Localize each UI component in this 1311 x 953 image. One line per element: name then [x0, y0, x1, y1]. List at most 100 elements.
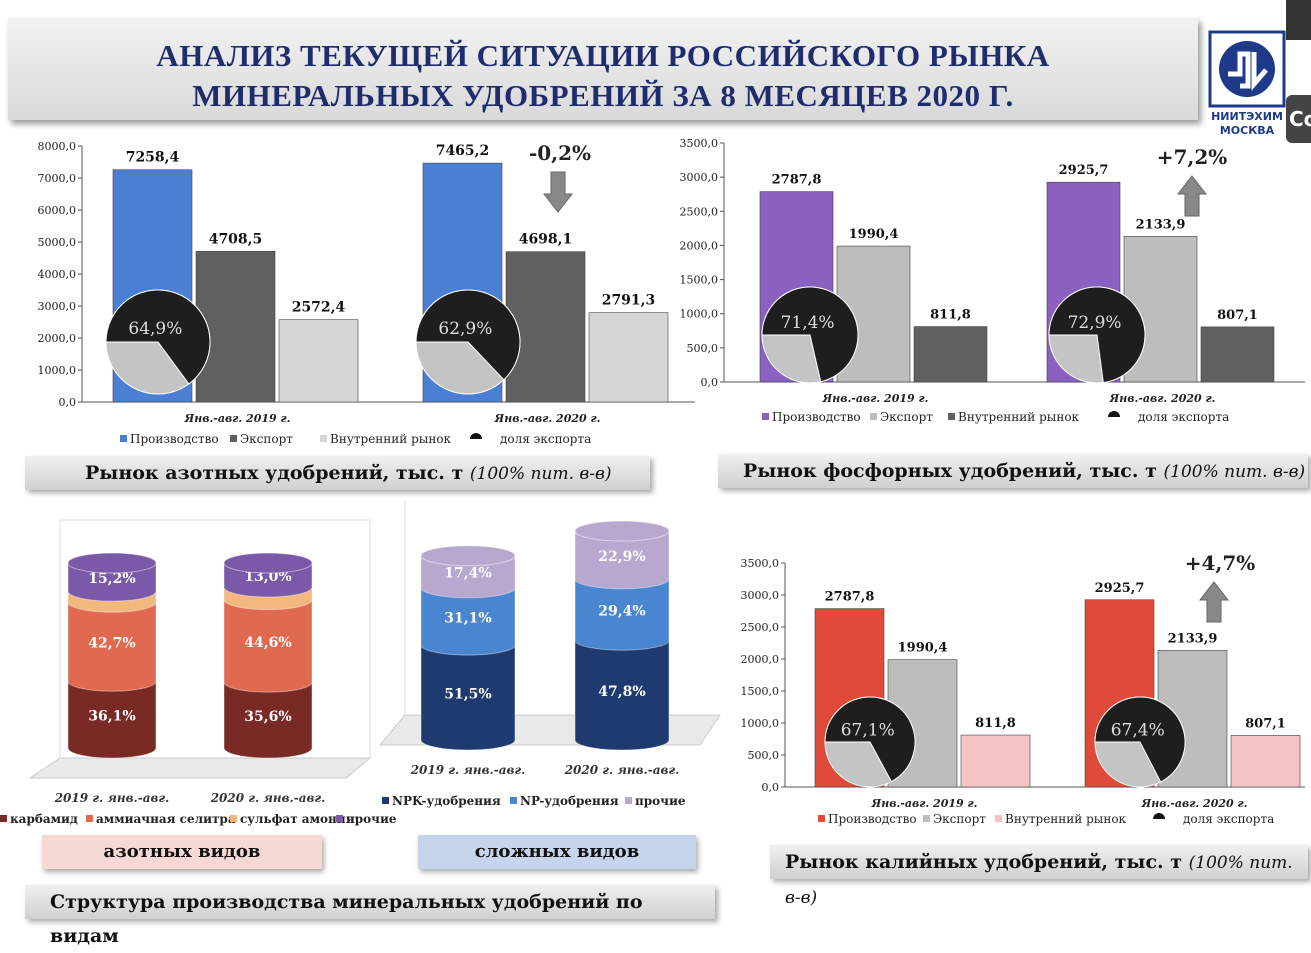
nitrogen-ytick-label: 1000,0 [38, 364, 77, 377]
complex-structure-segment-label: 22,9% [598, 549, 645, 565]
video-overlay-tab[interactable]: Co [1286, 95, 1311, 143]
nitrogen-ytick-label: 8000,0 [38, 140, 77, 153]
phosphate-0-pie-export [761, 286, 859, 383]
phosphate-ytick-label: 2500,0 [680, 205, 719, 218]
potash-ytick-label: 1500,0 [741, 685, 780, 698]
nitrogen-legend-label: Производство [130, 432, 219, 446]
phosphate-bar-label: 2133,9 [1136, 217, 1186, 232]
nitrogen-structure-legend-label: карбамид [10, 812, 78, 826]
potash-caption-text: Рынок калийных удобрений, тыс. т [785, 851, 1183, 873]
nitrogen-structure-segment [223, 681, 313, 759]
nitrogen-category-label: Янв.-авг. 2020 г. [494, 412, 601, 425]
nitrogen-structure-legend-swatch [336, 815, 343, 822]
phosphate-legend-label: Внутренний рынок [958, 410, 1080, 424]
complex-structure-segment-label: 31,1% [444, 610, 491, 626]
potash-ytick-label: 3000,0 [741, 589, 780, 602]
nitrogen-structure-chart-floor [28, 757, 372, 779]
phosphate-0-pie: 71,4% [761, 286, 859, 384]
logo-text-line2: МОСКВА [1219, 124, 1275, 137]
complex-structure-cylinder-top [574, 520, 670, 542]
nitrogen-legend-swatch [320, 435, 327, 442]
logo-emblem-icon [1208, 30, 1286, 108]
phosphate-legend-label: доля экспорта [1138, 410, 1229, 424]
nitrogen-structure-legend-label: прочие [346, 812, 397, 826]
nitrogen-bar-label: 2572,4 [292, 300, 346, 316]
phosphate-ytick-label: 3500,0 [680, 137, 719, 150]
nitrogen-ytick-label: 0,0 [59, 396, 77, 409]
nitrogen-structure-category-label: 2020 г. янв.-авг. [210, 791, 326, 805]
potash-change-label: +4,7% [1185, 551, 1256, 575]
complex-structure-legend-swatch [625, 797, 632, 804]
nitrogen-1-pie: 62,9% [415, 289, 521, 395]
nitrogen-legend-label: доля экспорта [500, 432, 591, 446]
logo-text-line1: НИИТЭХИМ [1211, 110, 1283, 123]
phosphate-bar-label: 811,8 [930, 308, 971, 323]
phosphate-legend-swatch [870, 413, 877, 420]
phosphate-bar-label: 2787,8 [772, 173, 822, 188]
potash-1-pie-label: 67,4% [1111, 720, 1165, 740]
nitrogen-structure-category-label: 2019 г. янв.-авг. [54, 791, 170, 805]
complex-types-pill: сложных видов [418, 835, 696, 869]
nitrogen-structure-cylinder-top [67, 552, 157, 574]
phosphate-legend-swatch [948, 413, 955, 420]
nitrogen-structure-segment-label: 42,7% [88, 636, 135, 652]
complex-structure-segment-label: 29,4% [598, 604, 645, 620]
complex-structure-segment [420, 644, 516, 751]
potash-legend-label: Внутренний рынок [1005, 812, 1127, 826]
nitrogen-structure-segment [67, 680, 157, 759]
nitrogen-bar [278, 319, 359, 403]
nitrogen-caption: Рынок азотных удобрений, тыс. т (100% пи… [25, 456, 650, 490]
phosphate-category-label: Янв.-авг. 2020 г. [1109, 392, 1216, 405]
nitrogen-ytick-label: 2000,0 [38, 332, 77, 345]
potash-legend-label: Экспорт [933, 812, 986, 826]
nitrogen-0-pie-label: 64,9% [128, 319, 182, 339]
phosphate-change-label: +7,2% [1157, 145, 1228, 169]
phosphate-legend-label: Экспорт [880, 410, 933, 424]
phosphate-legend-label: Производство [772, 410, 861, 424]
potash-0-pie-label: 67,1% [841, 720, 895, 740]
potash-bar-label: 2787,8 [825, 590, 875, 605]
phosphate-ytick-label: 1500,0 [680, 274, 719, 287]
complex-structure-segment-label: 47,8% [598, 684, 645, 700]
phosphate-1-pie-label: 72,9% [1068, 313, 1122, 333]
potash-legend-swatch [995, 815, 1002, 822]
complex-structure-segment [574, 530, 670, 590]
potash-legend-swatch [923, 815, 930, 822]
phosphate-caption-note: (100% пит. в-в) [1163, 462, 1306, 482]
nitrogen-types-pill: азотных видов [42, 835, 322, 869]
nitrogen-legend-swatch [230, 435, 237, 442]
potash-legend-pie-icon [1153, 813, 1165, 819]
phosphate-up-arrow-icon [1176, 175, 1208, 217]
nitrogen-structure-segment-label: 35,6% [244, 709, 291, 725]
potash-category-label: Янв.-авг. 2020 г. [1141, 797, 1248, 810]
phosphate-ytick-label: 0,0 [701, 376, 719, 389]
potash-ytick-label: 3500,0 [741, 557, 780, 570]
phosphate-ytick-label: 3000,0 [680, 171, 719, 184]
potash-caption: Рынок калийных удобрений, тыс. т (100% п… [770, 845, 1308, 908]
complex-structure-segment-label: 51,5% [444, 687, 491, 703]
nitrogen-caption-note: (100% пит. в-в) [469, 464, 612, 484]
complex-structure-legend-swatch [510, 797, 517, 804]
potash-bar-label: 2925,7 [1095, 581, 1145, 596]
page-title-line1: АНАЛИЗ ТЕКУЩЕЙ СИТУАЦИИ РОССИЙСКОГО РЫНК… [156, 38, 1050, 73]
potash-bar-label: 2133,9 [1168, 631, 1218, 646]
complex-structure-category-label: 2019 г. янв.-авг. [410, 763, 526, 777]
nitrogen-structure-chart-wall [59, 519, 371, 758]
potash-legend-swatch [818, 815, 825, 822]
potash-caption-note: (100% пит. в-в) [785, 853, 1293, 908]
nitrogen-structure-legend-swatch [230, 815, 237, 822]
nitrogen-structure-segment-label: 44,6% [244, 635, 291, 651]
complex-structure-segment-label: 17,4% [444, 566, 491, 582]
nitrogen-0-pie-export [105, 289, 211, 385]
potash-ytick-label: 2500,0 [741, 621, 780, 634]
nitrogen-bar-label: 4708,5 [209, 231, 263, 247]
potash-bar [960, 734, 1031, 788]
nitrogen-structure-legend-swatch [0, 815, 7, 822]
complex-structure-segment [420, 587, 516, 656]
nitrogen-structure-cylinder-top [223, 552, 313, 574]
phosphate-bar-label: 1990,4 [849, 227, 899, 242]
potash-ytick-label: 1000,0 [741, 717, 780, 730]
phosphate-ytick-label: 2000,0 [680, 239, 719, 252]
potash-legend-label: доля экспорта [1183, 812, 1274, 826]
nitrogen-structure-segment-label: 36,1% [88, 709, 135, 725]
